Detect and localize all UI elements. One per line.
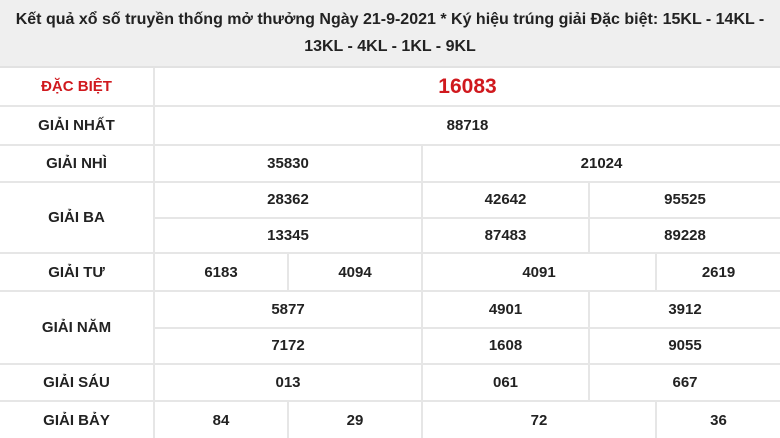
prize-number: 3912 <box>588 292 780 327</box>
prize-number: 87483 <box>421 218 588 252</box>
row-fourth-prize: GIẢI TƯ 6183 4094 4091 2619 <box>0 254 780 292</box>
prize-number: 88718 <box>446 117 489 134</box>
prize-number: 7172 <box>271 337 305 355</box>
label-third-prize: GIẢI BA <box>0 183 155 252</box>
label-second-prize: GIẢI NHÌ <box>0 146 155 181</box>
prize-number: 36 <box>655 402 780 438</box>
prize-number: 84 <box>212 411 230 429</box>
prize-number: 4901 <box>421 292 588 327</box>
prize-number: 4091 <box>421 254 655 290</box>
label-fourth-prize: GIẢI TƯ <box>0 254 155 290</box>
row-first-prize: GIẢI NHẤT 88718 <box>0 107 780 146</box>
prize-number: 13345 <box>267 226 309 244</box>
label-fifth-prize: GIẢI NĂM <box>0 292 155 363</box>
prize-number: 29 <box>287 402 421 438</box>
prize-number: 4094 <box>287 254 421 290</box>
prize-number: 9055 <box>588 328 780 363</box>
prize-number: 89228 <box>588 218 780 252</box>
row-third-prize: GIẢI BA 28362 42642 95525 13345 87483 89… <box>0 183 780 254</box>
row-special-prize: ĐẶC BIỆT 16083 <box>0 68 780 107</box>
row-fifth-prize: GIẢI NĂM 5877 4901 3912 7172 1608 9055 <box>0 292 780 365</box>
prize-number: 1608 <box>421 328 588 363</box>
prize-number: 5877 <box>271 300 305 318</box>
prize-number: 6183 <box>204 263 238 281</box>
prize-number: 013 <box>275 374 301 391</box>
prize-number: 72 <box>421 402 655 438</box>
row-seventh-prize: GIẢI BẢY 84 29 72 36 <box>0 402 780 438</box>
row-second-prize: GIẢI NHÌ 35830 21024 <box>0 146 780 183</box>
label-special-prize: ĐẶC BIỆT <box>0 68 155 105</box>
title-text: Kết quả xổ số truyền thống mở thưởng Ngà… <box>15 11 765 55</box>
prize-number: 667 <box>588 365 780 400</box>
label-first-prize: GIẢI NHẤT <box>0 107 155 144</box>
prize-number: 21024 <box>421 146 780 181</box>
prize-number: 061 <box>421 365 588 400</box>
label-seventh-prize: GIẢI BẢY <box>0 402 155 438</box>
prize-number: 28362 <box>267 191 309 209</box>
label-sixth-prize: GIẢI SÁU <box>0 365 155 400</box>
results-title: Kết quả xổ số truyền thống mở thưởng Ngà… <box>0 0 780 68</box>
prize-number: 95525 <box>588 183 780 217</box>
prize-number: 2619 <box>655 254 780 290</box>
row-sixth-prize: GIẢI SÁU 013 061 667 <box>0 365 780 402</box>
prize-number: 42642 <box>421 183 588 217</box>
special-number: 16083 <box>438 74 497 98</box>
prize-number: 35830 <box>267 155 309 172</box>
